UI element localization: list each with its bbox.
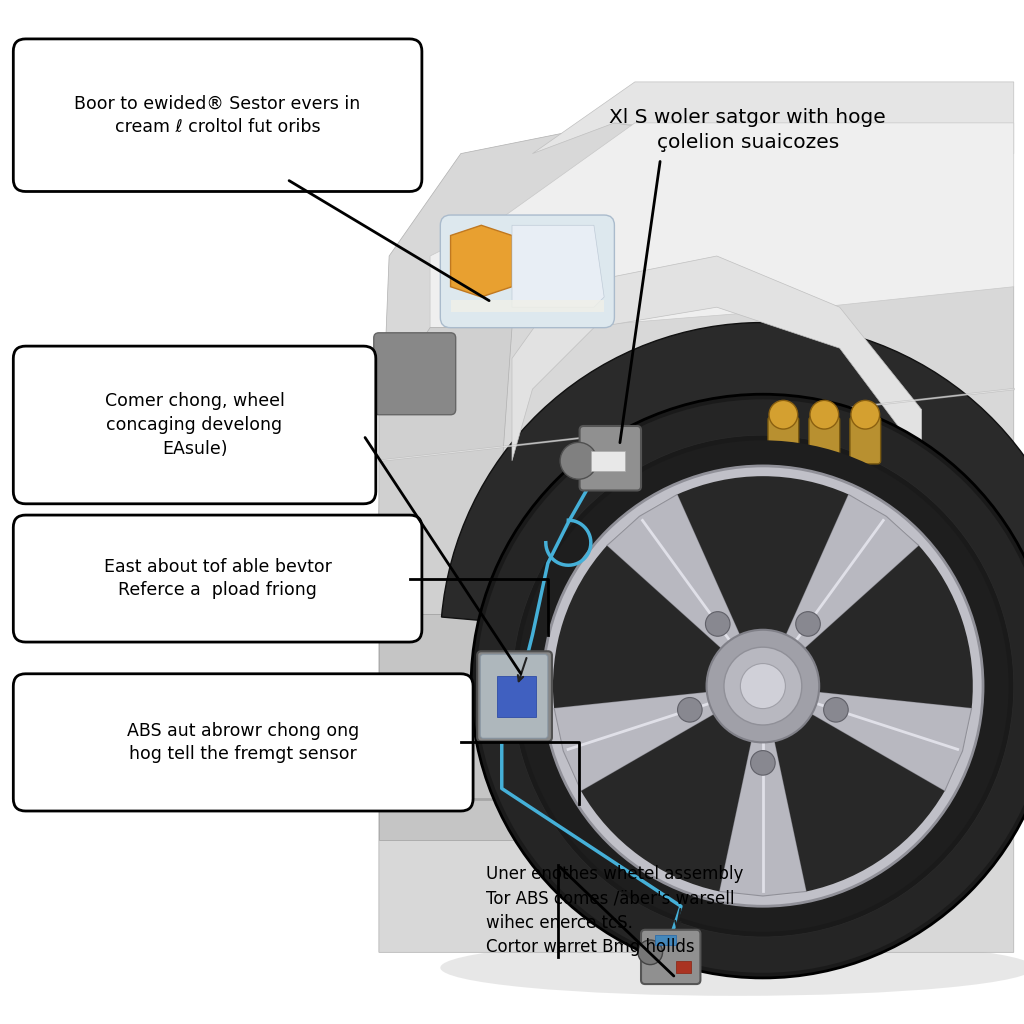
- Polygon shape: [797, 690, 972, 791]
- Polygon shape: [379, 614, 532, 840]
- Circle shape: [740, 664, 785, 709]
- FancyBboxPatch shape: [374, 333, 456, 415]
- Polygon shape: [430, 123, 1014, 328]
- Circle shape: [471, 394, 1024, 978]
- Circle shape: [751, 751, 775, 775]
- Circle shape: [638, 940, 663, 965]
- Circle shape: [810, 400, 839, 429]
- Text: Xl S woler satgor with hoge
çolelion suaicozes: Xl S woler satgor with hoge çolelion sua…: [609, 108, 886, 152]
- Polygon shape: [379, 328, 512, 614]
- Circle shape: [769, 400, 798, 429]
- Text: Comer chong, wheel
concaging develong
ЕАsule): Comer chong, wheel concaging develong ЕА…: [104, 392, 285, 458]
- Circle shape: [560, 442, 597, 479]
- Circle shape: [553, 476, 973, 896]
- Polygon shape: [607, 495, 748, 660]
- Text: Boor to ewided® Sestor evers in
cream ℓ croltol fut oribs: Boor to ewided® Sestor evers in cream ℓ …: [75, 94, 360, 136]
- Circle shape: [851, 400, 880, 429]
- Circle shape: [543, 466, 983, 906]
- Wedge shape: [678, 476, 848, 686]
- Circle shape: [796, 611, 820, 636]
- Wedge shape: [763, 686, 945, 892]
- FancyBboxPatch shape: [860, 620, 932, 753]
- FancyBboxPatch shape: [477, 651, 552, 741]
- FancyBboxPatch shape: [655, 935, 676, 945]
- FancyBboxPatch shape: [809, 417, 840, 464]
- FancyBboxPatch shape: [641, 930, 700, 984]
- Text: Uner enothes whetel assembly
Tor ABS comes /äber's warsell
wihec enerce tcS.
Cor: Uner enothes whetel assembly Tor ABS com…: [486, 865, 743, 956]
- Polygon shape: [778, 495, 919, 660]
- FancyBboxPatch shape: [796, 429, 863, 454]
- Text: ABS aut abrowr chong ong
hog tell the fremgt sensor: ABS aut abrowr chong ong hog tell the fr…: [127, 722, 359, 763]
- FancyBboxPatch shape: [591, 451, 625, 471]
- Circle shape: [512, 435, 1014, 937]
- Bar: [451, 300, 604, 312]
- Wedge shape: [763, 546, 973, 708]
- Circle shape: [823, 697, 848, 722]
- Text: East about tof able bevtor
Referce a  pload friong: East about tof able bevtor Referce a plo…: [103, 558, 332, 599]
- Polygon shape: [532, 82, 1014, 154]
- Polygon shape: [719, 724, 807, 896]
- Circle shape: [476, 399, 1024, 973]
- FancyBboxPatch shape: [497, 676, 536, 717]
- FancyBboxPatch shape: [768, 417, 799, 464]
- FancyBboxPatch shape: [440, 215, 614, 328]
- Wedge shape: [581, 686, 763, 892]
- FancyBboxPatch shape: [13, 515, 422, 642]
- FancyBboxPatch shape: [480, 654, 548, 738]
- Polygon shape: [512, 256, 922, 512]
- FancyBboxPatch shape: [13, 346, 376, 504]
- Circle shape: [707, 630, 819, 742]
- Polygon shape: [451, 225, 512, 297]
- Circle shape: [517, 440, 1009, 932]
- FancyBboxPatch shape: [676, 961, 691, 973]
- FancyBboxPatch shape: [13, 674, 473, 811]
- Circle shape: [706, 611, 730, 636]
- Polygon shape: [512, 225, 604, 307]
- Wedge shape: [441, 323, 1024, 645]
- Wedge shape: [553, 546, 763, 708]
- Circle shape: [678, 697, 702, 722]
- Ellipse shape: [440, 940, 1024, 995]
- Polygon shape: [554, 690, 729, 791]
- Circle shape: [724, 647, 802, 725]
- FancyBboxPatch shape: [850, 417, 881, 464]
- FancyBboxPatch shape: [580, 426, 641, 490]
- FancyBboxPatch shape: [13, 39, 422, 191]
- Polygon shape: [379, 123, 1014, 952]
